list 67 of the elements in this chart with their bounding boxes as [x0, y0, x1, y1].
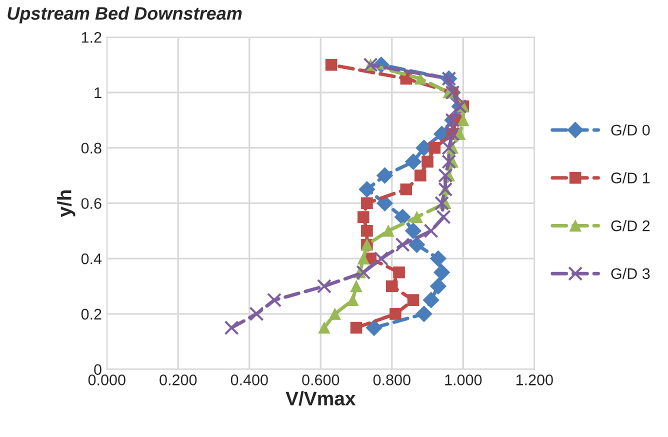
x-tick-label: 0.000	[88, 374, 126, 386]
point	[361, 224, 373, 237]
point	[436, 210, 451, 224]
point	[358, 181, 376, 198]
y-axis-title: y/h	[57, 190, 76, 218]
point	[350, 280, 362, 292]
point	[408, 236, 426, 253]
point	[374, 251, 388, 266]
point	[376, 167, 393, 184]
x-tick-label: 0.200	[160, 374, 197, 386]
x-axis-title: V/Vmax	[286, 391, 356, 406]
point	[249, 306, 264, 322]
point	[424, 224, 438, 238]
point	[422, 156, 434, 168]
point	[328, 308, 341, 320]
point	[405, 222, 422, 240]
point	[361, 197, 373, 210]
point	[438, 168, 453, 183]
y-tick-label: 0	[94, 364, 102, 375]
point	[382, 224, 394, 237]
point	[386, 280, 398, 292]
x-tick-label: 0.400	[230, 374, 268, 386]
point	[400, 183, 412, 196]
y-tick-label: 0.6	[81, 198, 102, 209]
point	[410, 211, 423, 223]
point	[390, 308, 402, 320]
point	[442, 154, 456, 169]
point	[407, 294, 420, 306]
point	[428, 142, 441, 154]
point	[316, 278, 332, 294]
point	[357, 211, 370, 223]
point	[267, 292, 282, 308]
point	[414, 72, 426, 85]
point	[442, 140, 456, 156]
point	[393, 266, 405, 278]
x-tick-label: 1.000	[445, 374, 482, 386]
point	[430, 250, 446, 267]
point	[224, 320, 239, 336]
y-tick-label: 0.8	[81, 142, 102, 154]
point	[346, 294, 359, 306]
point	[416, 306, 432, 322]
x-tick-label: 0.600	[302, 374, 340, 386]
y-tick-label: 0.4	[81, 253, 102, 264]
point	[422, 292, 440, 308]
legend-label: G/D 2	[611, 220, 650, 232]
point	[434, 264, 450, 281]
legend-label: G/D 3	[611, 268, 650, 280]
chart-title: Upstream Bed Downstream	[8, 6, 242, 24]
legend-label: G/D 1	[611, 172, 650, 184]
y-tick-label: 1	[94, 88, 102, 98]
point	[366, 320, 382, 336]
x-tick-label: 1.200	[516, 374, 553, 386]
point	[395, 237, 410, 252]
point	[434, 196, 450, 210]
point	[350, 322, 362, 334]
y-tick-label: 1.2	[82, 32, 102, 43]
point	[356, 265, 371, 280]
legend-label: G/D 0	[611, 124, 650, 136]
point	[318, 322, 330, 334]
point	[405, 153, 422, 170]
y-tick-label: 0.2	[81, 308, 102, 320]
x-tick-label: 0.800	[373, 374, 410, 386]
point	[357, 252, 370, 264]
point	[430, 278, 446, 294]
point	[325, 58, 338, 71]
point	[414, 170, 426, 182]
point	[394, 208, 411, 226]
